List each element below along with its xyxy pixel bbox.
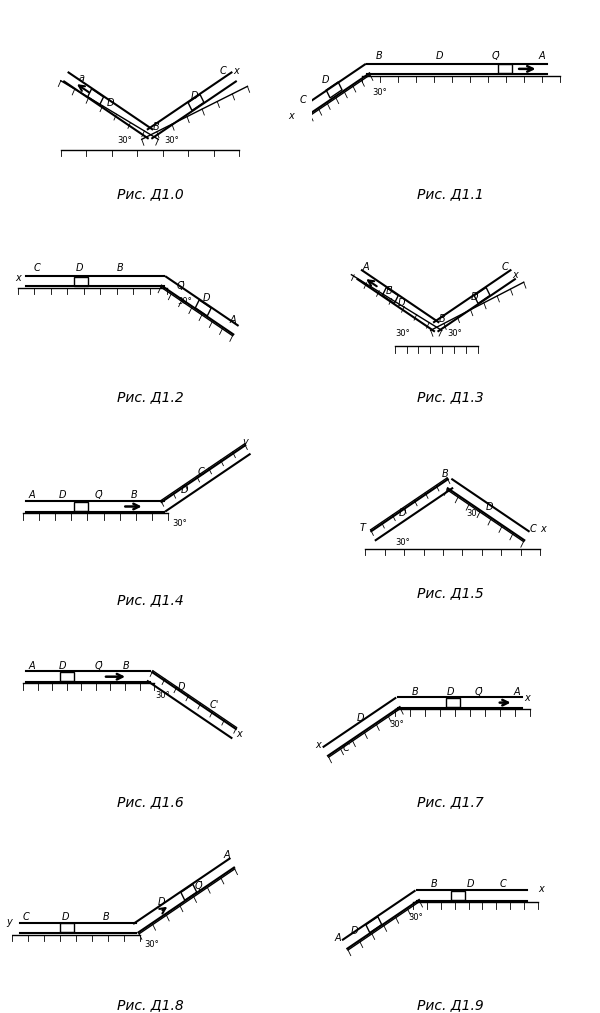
Text: D: D (62, 912, 69, 922)
Text: 30°: 30° (395, 538, 410, 547)
Text: Рис. Д1.7: Рис. Д1.7 (416, 795, 484, 809)
Text: A: A (29, 660, 35, 671)
Text: Рис. Д1.2: Рис. Д1.2 (116, 390, 184, 404)
Text: x: x (236, 728, 242, 738)
Text: Q̄: Q̄ (95, 490, 103, 500)
Text: B: B (153, 123, 160, 133)
Text: Рис. Д1.9: Рис. Д1.9 (416, 998, 484, 1012)
Text: Рис. Д1.8: Рис. Д1.8 (116, 998, 184, 1012)
Text: Q̄: Q̄ (95, 660, 103, 671)
Text: A: A (230, 315, 236, 325)
Text: D: D (181, 485, 188, 494)
Text: B: B (117, 263, 124, 274)
Text: 30°: 30° (155, 691, 170, 700)
Text: y: y (242, 437, 248, 447)
Text: D: D (447, 687, 455, 697)
Text: C: C (299, 95, 306, 105)
Text: x: x (15, 274, 20, 284)
Text: x: x (512, 270, 518, 280)
Text: T: T (360, 523, 366, 533)
Text: x: x (538, 884, 544, 894)
Text: 30°: 30° (145, 940, 159, 949)
Text: C: C (502, 262, 508, 271)
Text: B: B (122, 660, 129, 671)
Text: B: B (439, 314, 446, 324)
Text: C: C (220, 66, 227, 76)
Text: D: D (357, 713, 364, 723)
Text: B: B (412, 687, 418, 697)
Text: 30°: 30° (467, 509, 481, 518)
Text: y: y (7, 917, 12, 927)
Text: 30°: 30° (395, 329, 410, 338)
Text: D: D (59, 660, 67, 671)
Text: D: D (76, 263, 83, 274)
Text: B: B (442, 469, 448, 479)
Text: C': C' (210, 700, 220, 710)
Text: 30°: 30° (409, 913, 423, 922)
Text: Рис. Д1.4: Рис. Д1.4 (116, 593, 184, 607)
Text: D: D (178, 682, 185, 692)
Text: D: D (202, 293, 210, 303)
Text: Рис. Д1.5: Рис. Д1.5 (416, 587, 484, 601)
Text: 30°: 30° (447, 329, 462, 338)
Text: D: D (190, 91, 198, 101)
Text: A: A (334, 933, 341, 943)
Text: D: D (397, 298, 405, 308)
Text: C: C (23, 912, 30, 922)
Text: Рис. Д1.6: Рис. Д1.6 (116, 795, 184, 809)
Text: A: A (362, 262, 369, 271)
Text: D: D (59, 490, 67, 500)
Text: Q̄: Q̄ (491, 52, 499, 61)
Text: 30°: 30° (172, 519, 187, 528)
Text: x: x (524, 693, 530, 703)
Text: 30°: 30° (178, 297, 193, 306)
Text: D: D (107, 98, 114, 107)
Text: x: x (540, 525, 546, 535)
Text: 30°: 30° (164, 137, 179, 146)
Text: x: x (233, 66, 239, 76)
Text: D: D (486, 502, 493, 513)
Text: Рис. Д1.3: Рис. Д1.3 (416, 390, 484, 404)
Text: C: C (529, 525, 536, 535)
Text: C: C (343, 744, 350, 754)
Text: Q̄: Q̄ (475, 687, 482, 697)
Text: A: A (514, 687, 520, 697)
Text: B: B (103, 912, 110, 922)
Text: Рис. Д1.0: Рис. Д1.0 (116, 187, 184, 202)
Text: a: a (79, 73, 85, 83)
Text: D: D (158, 898, 166, 908)
Text: 30°: 30° (117, 137, 131, 146)
Text: D: D (467, 879, 474, 889)
Text: Q̄: Q̄ (194, 881, 202, 891)
Text: D: D (436, 52, 444, 61)
Text: B: B (376, 52, 382, 61)
Text: D: D (398, 508, 406, 518)
Text: C: C (34, 263, 41, 274)
Text: 30°: 30° (389, 720, 404, 729)
Text: B: B (431, 879, 437, 889)
Text: D: D (350, 927, 358, 936)
Text: B̄: B̄ (385, 286, 392, 296)
Text: Q̄: Q̄ (177, 282, 185, 292)
Text: A: A (29, 490, 35, 500)
Text: x: x (288, 111, 294, 122)
Text: D: D (321, 76, 329, 85)
Text: x: x (315, 741, 320, 750)
Text: A: A (224, 850, 230, 860)
Text: B: B (131, 490, 137, 500)
Text: C: C (197, 467, 204, 477)
Text: C: C (500, 879, 506, 889)
Text: D: D (470, 292, 478, 302)
Text: A: A (538, 52, 545, 61)
Text: 30°: 30° (373, 88, 388, 97)
Text: Рис. Д1.1: Рис. Д1.1 (416, 187, 484, 202)
